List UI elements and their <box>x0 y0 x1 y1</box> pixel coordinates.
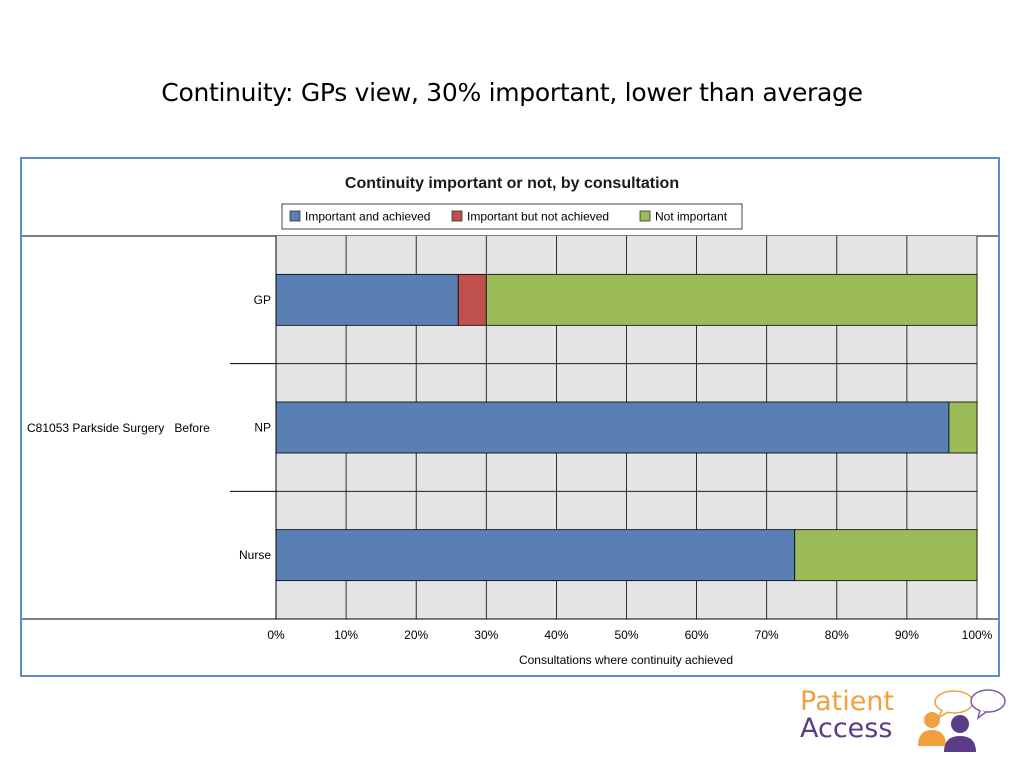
legend-swatch <box>451 210 463 222</box>
bar-segment <box>948 401 978 454</box>
logo-line1: Patient <box>800 686 895 717</box>
x-tick-label: 60% <box>685 628 709 642</box>
legend-box <box>281 203 743 230</box>
slide-title: Continuity: GPs view, 30% important, low… <box>161 78 863 107</box>
people-chat-icon <box>918 689 1006 752</box>
x-tick-label: 90% <box>895 628 919 642</box>
patient-access-logo: Patient Access <box>800 688 1010 758</box>
bar-segment <box>275 401 950 454</box>
y-category-label: NP <box>254 421 271 435</box>
legend: Important and achieved Important but not … <box>281 203 743 230</box>
logo-line2: Access <box>800 713 893 744</box>
legend-swatch <box>289 210 301 222</box>
plot-area: 0% 10% 20% 30% 40% 50% 60% 70% 80% 90% 100% GP NP Nur… <box>22 236 998 642</box>
y-category-label: GP <box>254 293 271 307</box>
legend-swatch <box>639 210 651 222</box>
x-tick-label: 100% <box>962 628 993 642</box>
legend-label: Not important <box>655 210 728 224</box>
x-tick-label: 50% <box>614 628 638 642</box>
y-category-label: Nurse <box>239 548 271 562</box>
group-label: C81053 Parkside Surgery Before <box>27 421 210 435</box>
x-tick-label: 70% <box>755 628 779 642</box>
legend-label: Important but not achieved <box>467 210 609 224</box>
chart-title: Continuity important or not, by consulta… <box>345 175 679 192</box>
chart-frame: Continuity important or not, by consulta… <box>20 157 1000 677</box>
x-tick-label: 40% <box>544 628 568 642</box>
x-tick-label: 30% <box>474 628 498 642</box>
x-axis-label: Consultations where continuity achieved <box>519 653 733 667</box>
bar-segment <box>457 273 487 326</box>
x-tick-label: 80% <box>825 628 849 642</box>
bar-segment <box>485 273 978 326</box>
bar-segment <box>275 273 459 326</box>
bar-segment <box>275 529 796 582</box>
x-tick-label: 20% <box>404 628 428 642</box>
bar-segment <box>794 529 978 582</box>
x-tick-label: 10% <box>334 628 358 642</box>
x-tick-label: 0% <box>267 628 285 642</box>
logo-text: Patient Access <box>800 688 894 742</box>
legend-label: Important and achieved <box>305 210 430 224</box>
chart-svg: Continuity important or not, by consulta… <box>22 175 998 667</box>
